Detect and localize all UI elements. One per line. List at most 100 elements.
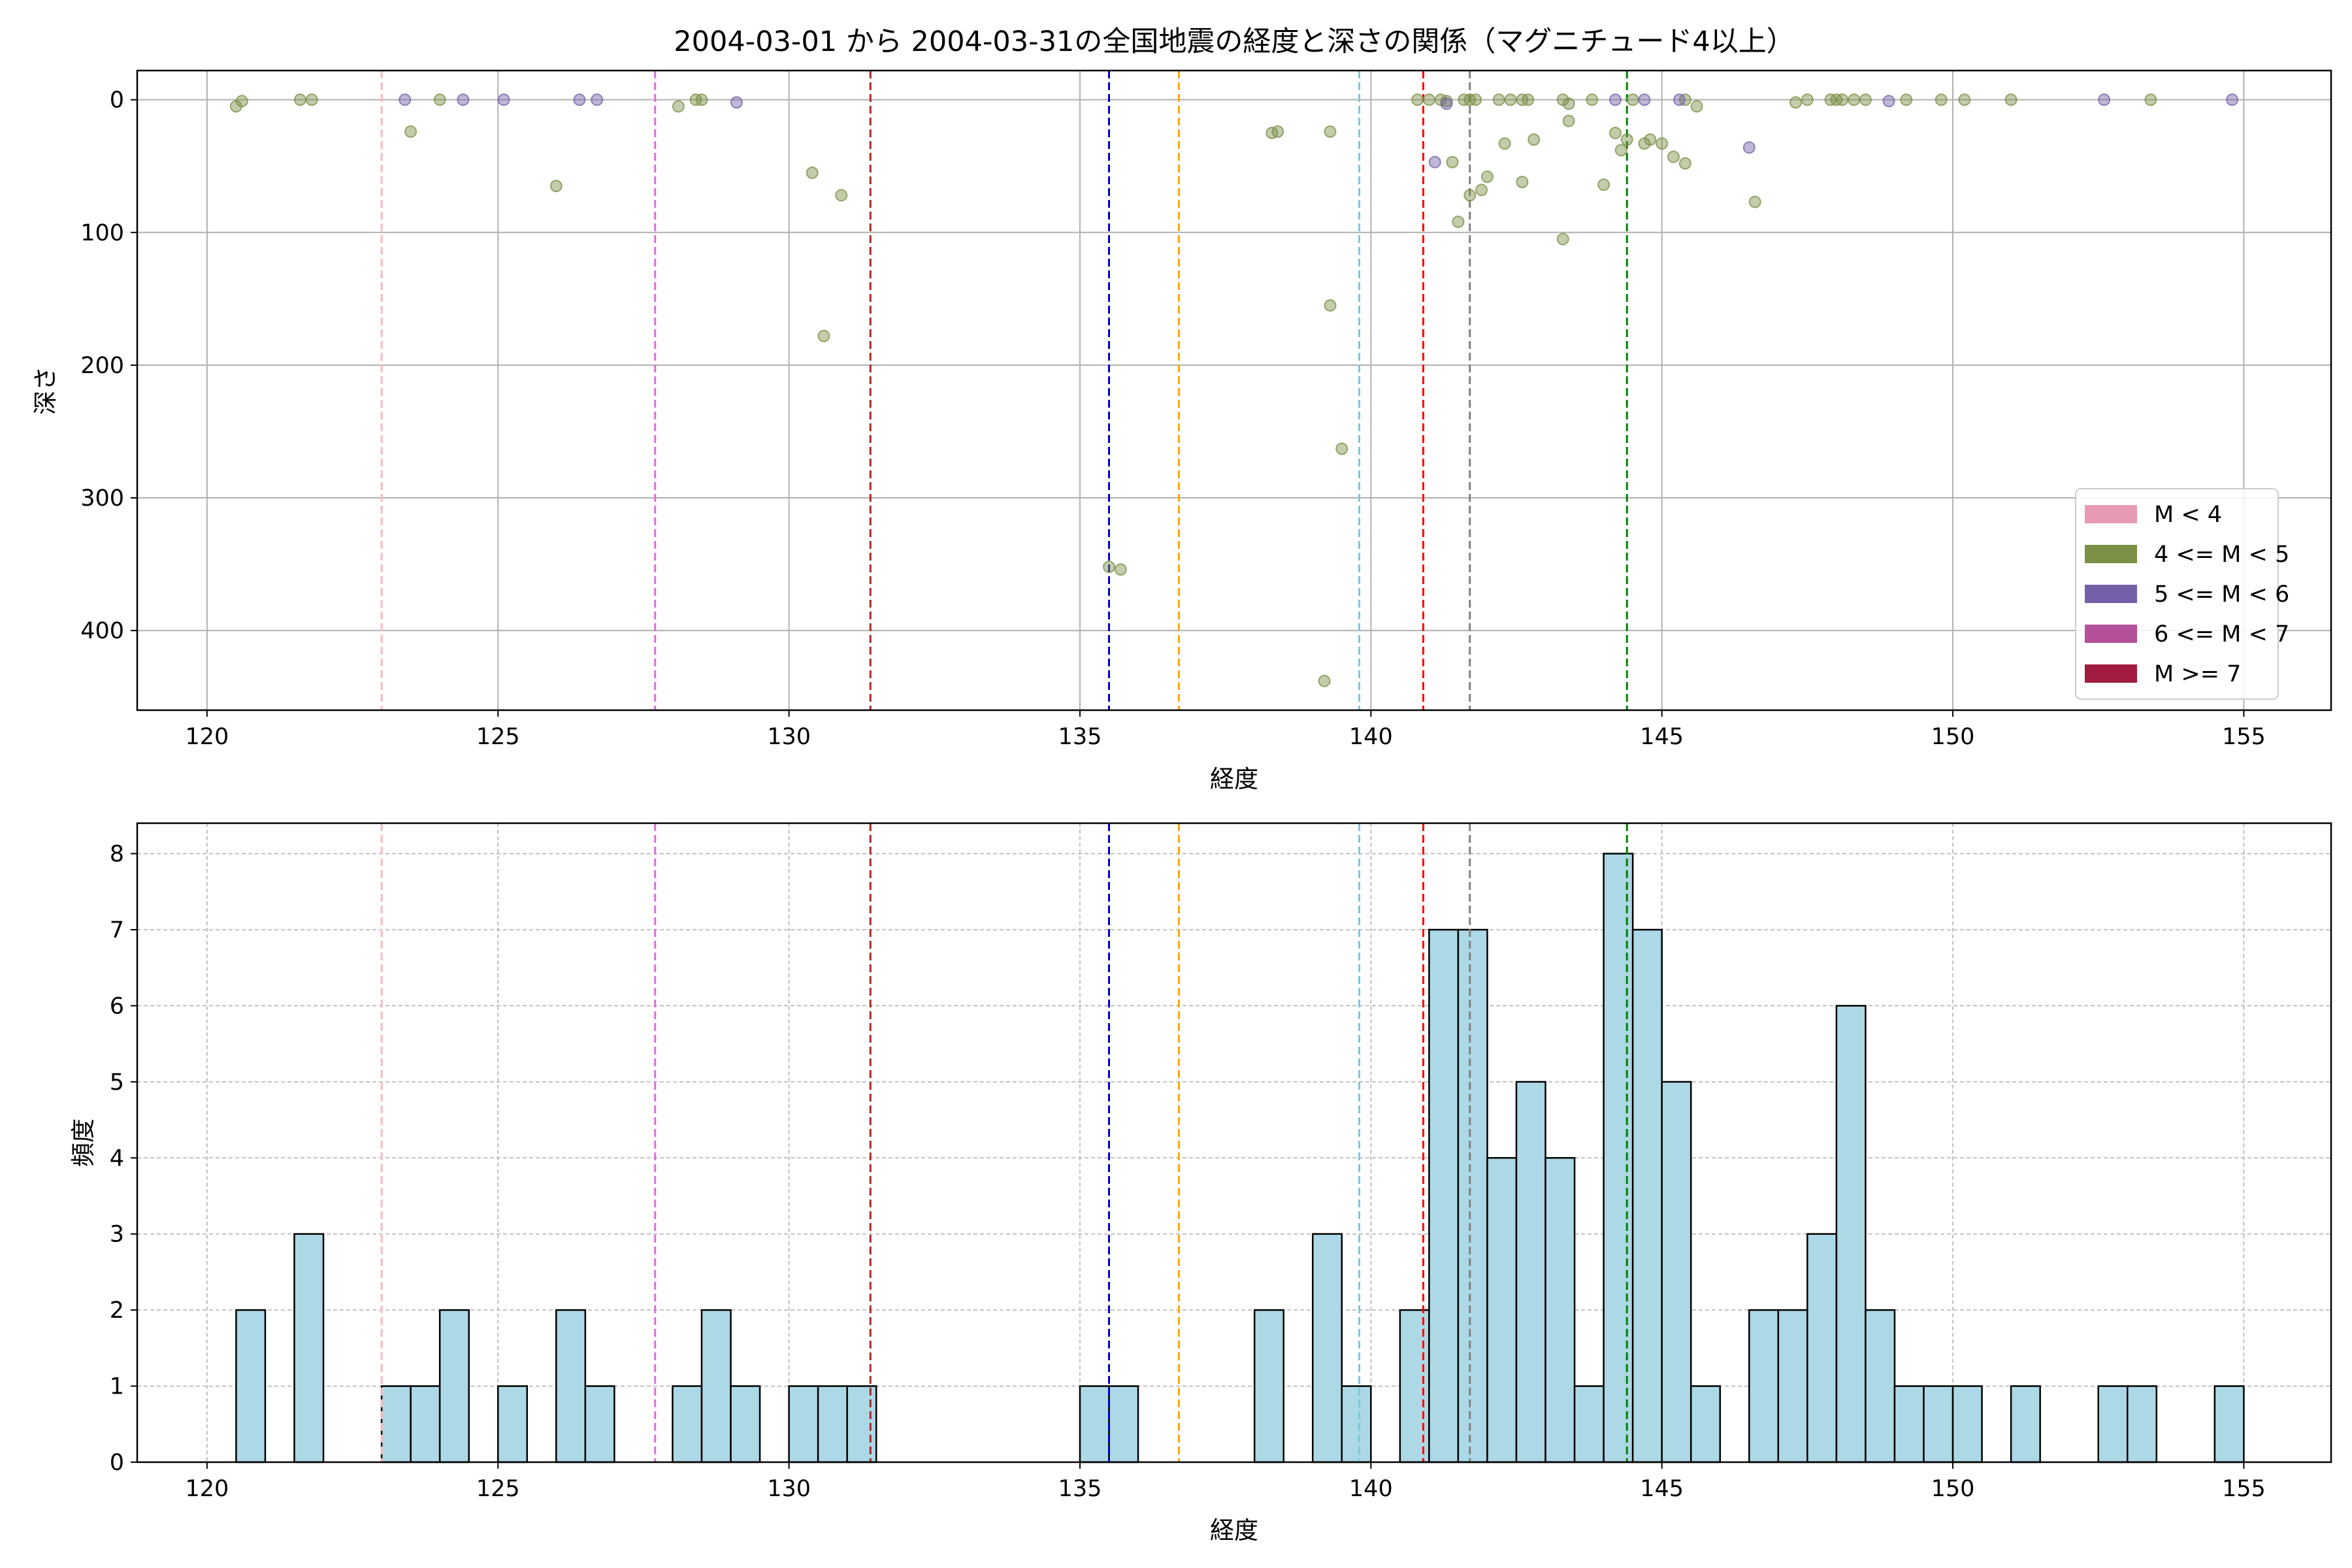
histogram-bar xyxy=(1748,1309,1780,1463)
histogram-bar xyxy=(1457,928,1488,1463)
scatter-point xyxy=(1527,133,1541,146)
histogram-bar xyxy=(730,1385,761,1463)
histogram-bar xyxy=(410,1385,441,1463)
scatter-point xyxy=(835,189,848,202)
scatter-point xyxy=(817,329,830,342)
scatter-x-axis-label: 経度 xyxy=(1210,765,1258,793)
scatter-point xyxy=(1597,178,1610,191)
scatter-point xyxy=(1673,93,1686,106)
scatter-points xyxy=(229,93,2239,687)
scatter-point xyxy=(1463,189,1477,202)
scatter-point xyxy=(433,93,446,106)
histogram-bar xyxy=(438,1309,470,1463)
scatter-x-tick-label: 130 xyxy=(767,724,811,750)
scatter-y-tick-label: 0 xyxy=(110,88,124,114)
scatter-point xyxy=(1102,561,1115,574)
legend-swatch xyxy=(2085,505,2137,523)
scatter-point xyxy=(1678,157,1691,170)
histogram-x-tick-label: 135 xyxy=(1058,1476,1102,1502)
histogram-x-tick-label: 145 xyxy=(1640,1476,1684,1502)
legend-label: 5 <= M < 6 xyxy=(2154,581,2289,608)
scatter-legend: M < 4 4 <= M < 5 5 <= M < 6 6 <= M < 7 M >= … xyxy=(2075,488,2289,700)
histogram-frame xyxy=(136,822,2332,1463)
legend-label: 6 <= M < 7 xyxy=(2154,621,2289,647)
histogram-bar xyxy=(1311,1233,1343,1463)
scatter-point xyxy=(1859,93,1872,106)
scatter-point xyxy=(1609,126,1622,139)
histogram-bar xyxy=(1661,1081,1692,1463)
legend-swatch xyxy=(2085,585,2137,603)
scatter-grid xyxy=(137,71,2331,710)
histogram-y-tick-label: 4 xyxy=(110,1145,124,1171)
histogram-y-tick-label: 2 xyxy=(110,1298,124,1324)
scatter-point xyxy=(1516,176,1529,189)
scatter-point xyxy=(1411,93,1424,106)
scatter-plot: 120 125 130 135 140 145 150 155 0 100 200 300 400 経度… xyxy=(31,69,2332,793)
scatter-point xyxy=(1318,674,1331,687)
histogram-bar xyxy=(1631,928,1663,1463)
scatter-point xyxy=(2098,93,2111,106)
histogram-x-tick-label: 120 xyxy=(185,1476,229,1502)
histogram-y-tick-label: 6 xyxy=(110,993,124,1019)
figure-title: 2004-03-01 から 2004-03-31の全国地震の経度と深さの関係（マ… xyxy=(674,25,1795,58)
scatter-point xyxy=(1614,144,1627,157)
histogram-bar xyxy=(672,1385,703,1463)
scatter-point xyxy=(1335,442,1348,455)
histogram-bar xyxy=(2097,1385,2129,1463)
scatter-point xyxy=(591,93,604,106)
scatter-point xyxy=(2226,93,2239,106)
scatter-point xyxy=(672,100,685,113)
scatter-reference-lines xyxy=(380,71,1628,710)
scatter-point xyxy=(1480,170,1494,183)
histogram-y-tick-label: 0 xyxy=(110,1450,124,1476)
scatter-point xyxy=(1656,137,1669,150)
scatter-point xyxy=(1504,93,1517,106)
histogram-bar xyxy=(1253,1309,1284,1463)
scatter-point xyxy=(1522,93,1535,106)
scatter-point xyxy=(1848,93,1861,106)
scatter-point xyxy=(1492,93,1505,106)
scatter-point xyxy=(1586,93,1599,106)
histogram-bar xyxy=(380,1385,412,1463)
histogram-bar xyxy=(817,1385,848,1463)
scatter-point xyxy=(1620,133,1633,146)
histogram-x-tick-label: 130 xyxy=(767,1476,811,1502)
legend-swatch xyxy=(2085,545,2137,563)
histogram-y-axis-label: 頻度 xyxy=(69,1119,97,1167)
histogram-bar xyxy=(2126,1385,2158,1463)
histogram-bar xyxy=(2213,1385,2245,1463)
scatter-ticks: 120 125 130 135 140 145 150 155 0 100 200 300 400 xyxy=(80,88,2266,750)
histogram-bar xyxy=(1690,1385,1721,1463)
histogram-bar xyxy=(1079,1385,1110,1463)
scatter-point xyxy=(1836,93,1849,106)
scatter-point xyxy=(1748,195,1761,208)
histogram-bar xyxy=(1806,1233,1838,1463)
histogram-bar xyxy=(788,1385,819,1463)
scatter-point xyxy=(549,180,563,193)
histogram-bar xyxy=(497,1385,529,1463)
scatter-y-axis-label: 深さ xyxy=(31,367,59,415)
scatter-x-tick-label: 125 xyxy=(476,724,520,750)
scatter-point xyxy=(1900,93,1913,106)
histogram-bar xyxy=(1923,1385,1954,1463)
scatter-point xyxy=(1609,93,1622,106)
histogram-bar xyxy=(700,1309,732,1463)
histogram-reference-lines xyxy=(380,823,1628,1462)
scatter-x-tick-label: 145 xyxy=(1640,724,1684,750)
scatter-point xyxy=(1469,93,1482,106)
histogram-bar xyxy=(1428,928,1460,1463)
histogram-bar xyxy=(1777,1309,1808,1463)
scatter-point xyxy=(1475,184,1488,197)
scatter-point xyxy=(293,93,306,106)
scatter-point xyxy=(457,93,470,106)
histogram-bar xyxy=(293,1233,325,1463)
histogram-bar xyxy=(235,1309,267,1463)
scatter-point xyxy=(806,166,819,179)
histogram-bar xyxy=(2010,1385,2041,1463)
histogram-x-tick-label: 150 xyxy=(1931,1476,1975,1502)
histogram-y-tick-label: 8 xyxy=(110,841,124,868)
histogram-bar xyxy=(584,1385,615,1463)
scatter-y-tick-label: 100 xyxy=(80,220,124,246)
